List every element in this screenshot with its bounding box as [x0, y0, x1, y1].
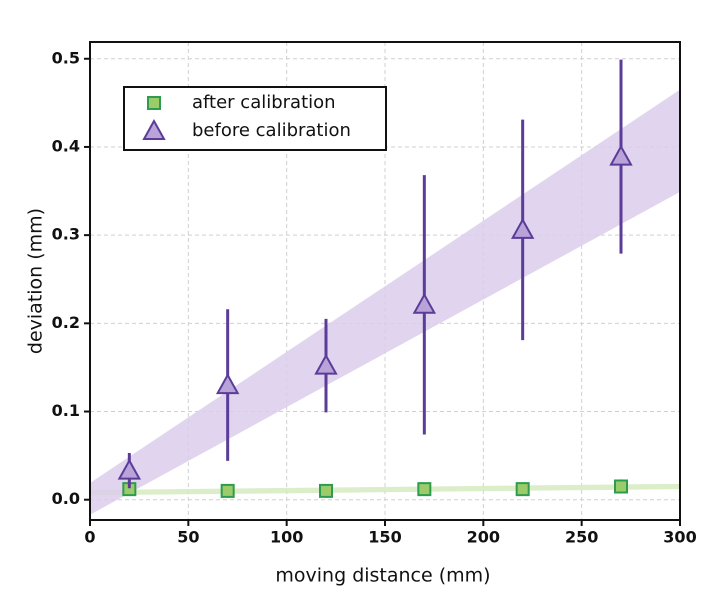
y-tick-label: 0.4 — [52, 136, 80, 155]
x-axis-label: moving distance (mm) — [275, 565, 490, 587]
y-tick-label: 0.0 — [52, 489, 80, 508]
marker-square — [515, 482, 530, 497]
x-tick-label: 200 — [467, 528, 500, 547]
marker-triangle — [609, 144, 633, 166]
y-axis-label: deviation (mm) — [25, 208, 47, 354]
x-tick-label: 250 — [565, 528, 598, 547]
y-tick-label: 0.3 — [52, 225, 80, 244]
legend-label: after calibration — [192, 92, 336, 113]
plot-area — [90, 59, 680, 515]
marker-triangle — [117, 458, 142, 480]
marker-square — [614, 479, 628, 494]
confidence-band — [90, 89, 680, 515]
y-tick-label: 0.5 — [52, 48, 80, 67]
marker-triangle — [510, 217, 535, 239]
marker-square — [319, 483, 333, 498]
confidence-band — [90, 483, 680, 496]
plot-frame — [89, 41, 681, 521]
marker-square — [417, 482, 432, 497]
legend-box — [123, 86, 387, 151]
x-tick-label: 150 — [368, 528, 401, 547]
marker-triangle — [142, 118, 166, 140]
legend-label: before calibration — [192, 120, 351, 141]
marker-triangle — [215, 373, 240, 395]
x-tick-label: 50 — [177, 528, 199, 547]
marker-triangle — [412, 292, 437, 314]
x-tick-label: 300 — [663, 528, 696, 547]
marker-square — [220, 483, 235, 498]
marker-square — [147, 96, 161, 110]
x-tick-label: 0 — [84, 528, 95, 547]
x-tick-label: 100 — [270, 528, 303, 547]
y-tick-label: 0.1 — [52, 401, 80, 420]
marker-triangle — [314, 353, 338, 375]
y-tick-label: 0.2 — [52, 313, 80, 332]
